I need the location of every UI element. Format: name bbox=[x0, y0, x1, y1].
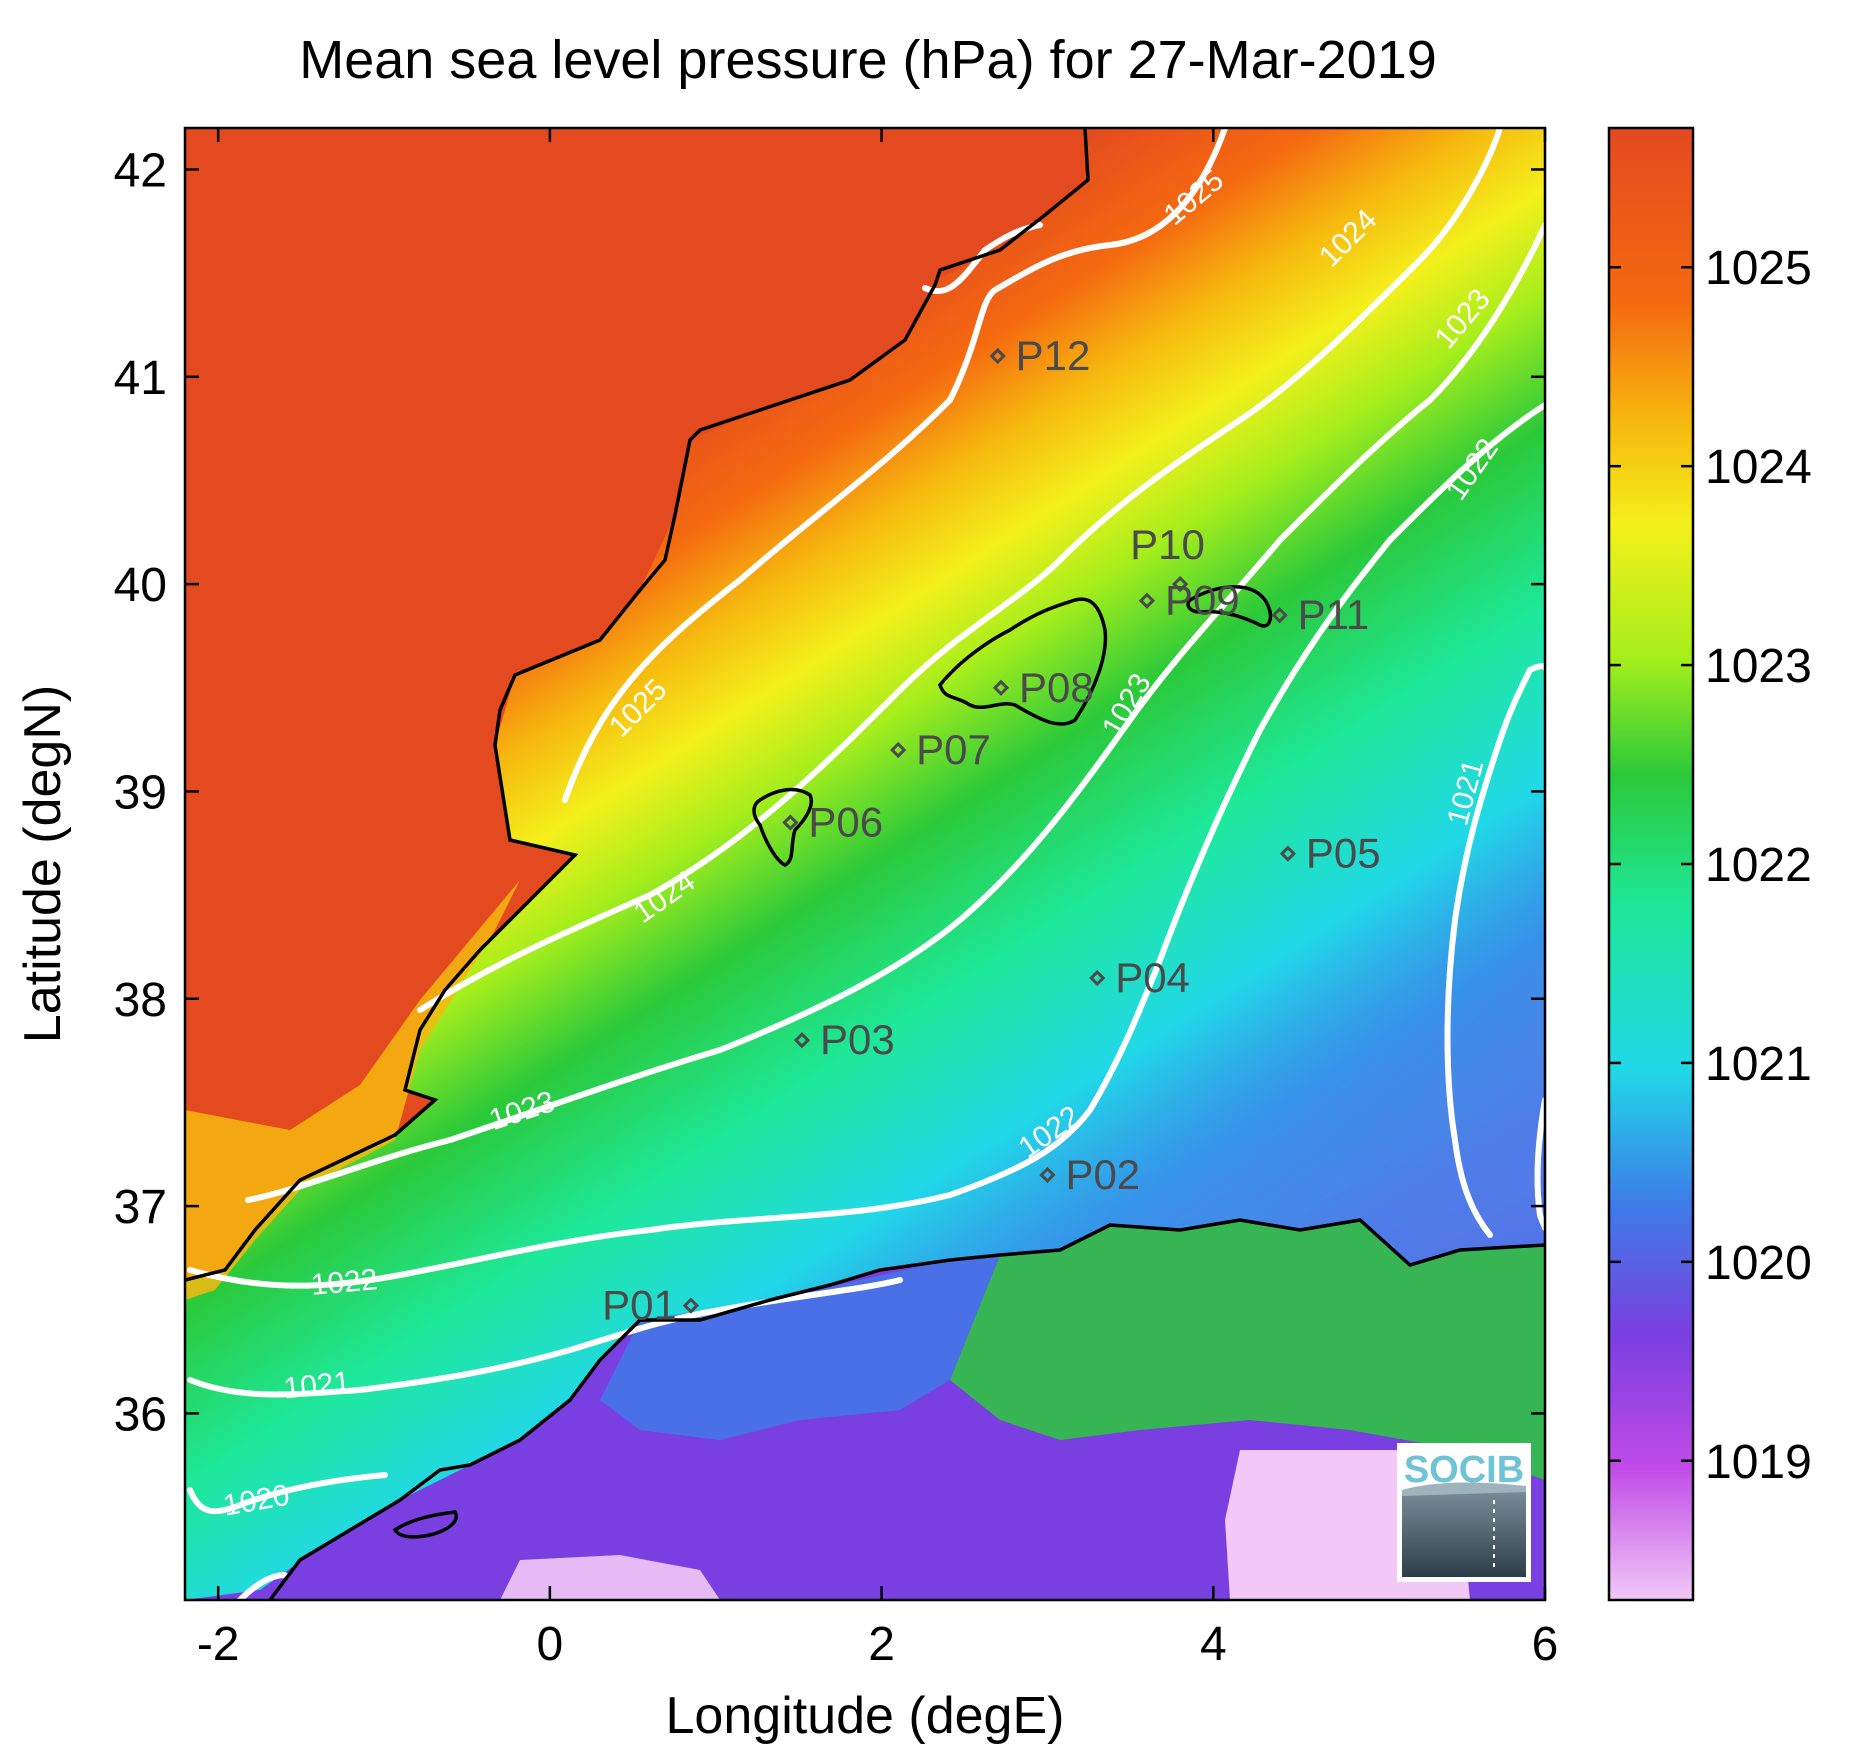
station-label: P10 bbox=[1130, 521, 1205, 568]
station-marker bbox=[1279, 845, 1297, 862]
plot-area: 1025 1025 1024 1024 1023 1023 1023 1022 … bbox=[185, 128, 1545, 1600]
stations-layer: P01 P02 P03 P04 P05 P06 P07 P08 P09 P10 P11 P12 bbox=[602, 332, 1381, 1329]
station-p03: P03 bbox=[793, 1016, 895, 1063]
station-marker bbox=[682, 1297, 699, 1314]
station-marker bbox=[989, 347, 1006, 365]
station-marker bbox=[992, 679, 1010, 696]
station-label: P03 bbox=[820, 1016, 895, 1063]
station-p02: P02 bbox=[1039, 1151, 1140, 1198]
y-axis-label: Latitude (degN) bbox=[14, 685, 72, 1043]
colorbar-tick-label: 1025 bbox=[1705, 242, 1812, 295]
contour-1025-north bbox=[922, 222, 1043, 295]
x-axis-ticks: -2 0 2 4 6 bbox=[197, 128, 1559, 1671]
contour-1021 bbox=[187, 1277, 903, 1398]
contour-1024 bbox=[417, 128, 1503, 1013]
y-axis-ticks: 36 37 38 39 40 41 42 bbox=[114, 144, 1545, 1441]
land-iberia bbox=[185, 128, 1088, 1280]
station-p11: P11 bbox=[1271, 591, 1370, 638]
station-p06: P06 bbox=[782, 799, 883, 846]
colorbar-gradient bbox=[1607, 126, 1695, 1602]
station-p01: P01 bbox=[602, 1282, 699, 1329]
station-label: P01 bbox=[602, 1282, 677, 1329]
station-p12: P12 bbox=[989, 332, 1091, 379]
station-p08: P08 bbox=[992, 664, 1094, 711]
station-p05: P05 bbox=[1279, 830, 1381, 877]
station-label: P11 bbox=[1298, 591, 1370, 638]
coastline-iberia bbox=[185, 128, 1090, 1282]
station-marker bbox=[1039, 1166, 1056, 1184]
colorbar-tick-label: 1021 bbox=[1705, 1038, 1812, 1091]
station-label: P02 bbox=[1065, 1151, 1140, 1198]
y-tick-label: 42 bbox=[114, 144, 167, 197]
x-tick-label: 6 bbox=[1532, 1618, 1559, 1671]
contour-1021-east bbox=[1444, 662, 1545, 1238]
y-tick-label: 37 bbox=[114, 1181, 167, 1234]
coastline-ibiza bbox=[752, 787, 813, 867]
contour-label-1022-a: 1022 bbox=[309, 1263, 378, 1302]
contour-1023 bbox=[245, 222, 1545, 1203]
contour-1025 bbox=[562, 128, 1228, 803]
coastline-alboran-island bbox=[392, 1510, 458, 1539]
colorbar-tick-label: 1020 bbox=[1705, 1237, 1812, 1290]
colorbar: 1019 1020 1021 1022 1023 1024 1025 bbox=[1607, 126, 1812, 1602]
colorbar-ticks: 1019 1020 1021 1022 1023 1024 1025 bbox=[1609, 242, 1812, 1489]
station-label: P06 bbox=[808, 799, 883, 846]
station-p10: P10 bbox=[1130, 521, 1205, 593]
station-p07: P07 bbox=[890, 726, 991, 773]
station-marker bbox=[890, 741, 907, 759]
y-tick-label: 38 bbox=[114, 974, 167, 1027]
station-label: P05 bbox=[1306, 830, 1381, 877]
y-tick-label: 39 bbox=[114, 766, 167, 819]
land-africa-cyan-band bbox=[600, 1255, 1000, 1440]
station-label: P04 bbox=[1115, 954, 1190, 1001]
coastline-mallorca bbox=[938, 597, 1108, 726]
contour-1020 bbox=[187, 1472, 388, 1515]
colorbar-tick-label: 1023 bbox=[1705, 640, 1812, 693]
socib-logo: SOCIB bbox=[1397, 1443, 1531, 1582]
plot-frame bbox=[183, 126, 1547, 1602]
land-africa-green-band bbox=[950, 1220, 1545, 1480]
station-label: P07 bbox=[916, 726, 991, 773]
coastline-menorca bbox=[1186, 585, 1273, 628]
chart-title: Mean sea level pressure (hPa) for 27-Mar… bbox=[299, 30, 1437, 90]
station-p04: P04 bbox=[1089, 954, 1190, 1001]
pressure-contours bbox=[187, 128, 1545, 1600]
station-label: P08 bbox=[1019, 664, 1094, 711]
x-tick-label: 2 bbox=[868, 1618, 895, 1671]
contour-1022 bbox=[187, 402, 1545, 1289]
station-marker bbox=[1138, 592, 1156, 609]
x-axis-label: Longitude (degE) bbox=[666, 1687, 1065, 1745]
x-tick-label: -2 bbox=[197, 1618, 240, 1671]
station-label: P09 bbox=[1165, 577, 1240, 624]
station-marker bbox=[1171, 575, 1189, 593]
colorbar-tick-label: 1024 bbox=[1705, 441, 1812, 494]
socib-logo-text: SOCIB bbox=[1404, 1449, 1524, 1491]
colorbar-tick-label: 1019 bbox=[1705, 1436, 1812, 1489]
station-marker bbox=[793, 1032, 811, 1049]
y-tick-label: 36 bbox=[114, 1388, 167, 1441]
station-p09: P09 bbox=[1138, 577, 1240, 624]
x-tick-label: 4 bbox=[1200, 1618, 1227, 1671]
y-tick-label: 40 bbox=[114, 559, 167, 612]
contour-1020-bottom bbox=[237, 1572, 288, 1600]
contour-label-1021-a: 1021 bbox=[282, 1366, 352, 1406]
land-africa-pink-patch-west bbox=[500, 1555, 720, 1600]
socib-logo-water bbox=[1402, 1490, 1526, 1577]
station-label: P12 bbox=[1016, 332, 1091, 379]
colorbar-tick-label: 1022 bbox=[1705, 839, 1812, 892]
coastlines bbox=[185, 128, 1545, 1600]
socib-logo-wave bbox=[1402, 1482, 1526, 1496]
station-marker bbox=[1089, 969, 1106, 987]
station-marker bbox=[782, 814, 799, 831]
station-marker bbox=[1271, 607, 1288, 624]
y-tick-label: 41 bbox=[114, 352, 167, 405]
x-tick-label: 0 bbox=[537, 1618, 564, 1671]
coastline-north-africa bbox=[268, 1218, 1545, 1600]
